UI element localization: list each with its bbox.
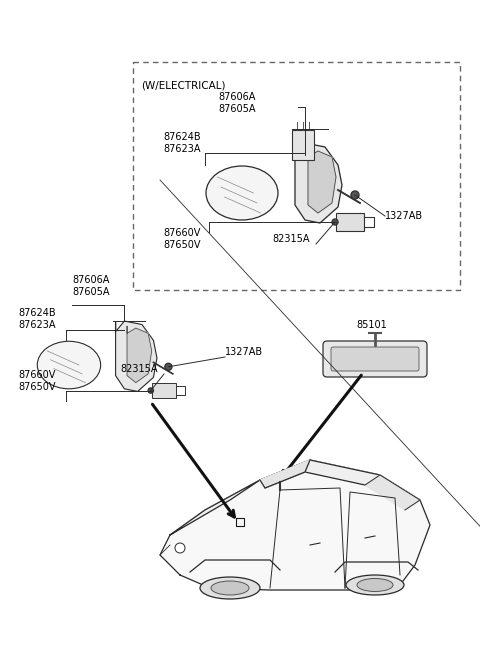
Polygon shape <box>260 460 310 488</box>
Text: 82315A: 82315A <box>272 234 310 244</box>
Circle shape <box>351 191 359 199</box>
Circle shape <box>332 219 338 225</box>
Circle shape <box>148 388 154 393</box>
Ellipse shape <box>37 341 101 389</box>
Text: 87650V: 87650V <box>163 240 201 250</box>
Text: 87624B: 87624B <box>163 132 201 142</box>
Polygon shape <box>260 460 420 500</box>
Polygon shape <box>116 321 157 392</box>
Bar <box>292 130 314 160</box>
Text: 87623A: 87623A <box>18 320 56 330</box>
Polygon shape <box>127 326 152 382</box>
Polygon shape <box>160 460 430 590</box>
Polygon shape <box>365 475 420 510</box>
Bar <box>336 213 364 231</box>
Text: 87660V: 87660V <box>163 228 200 238</box>
Text: 1327AB: 1327AB <box>225 347 263 357</box>
Bar <box>152 382 176 398</box>
Bar <box>133 62 460 290</box>
Circle shape <box>175 543 185 553</box>
Text: (W/ELECTRICAL): (W/ELECTRICAL) <box>141 80 226 90</box>
Text: 87606A: 87606A <box>72 275 109 285</box>
Polygon shape <box>295 143 342 223</box>
FancyBboxPatch shape <box>331 347 419 371</box>
FancyBboxPatch shape <box>323 341 427 377</box>
Ellipse shape <box>200 577 260 599</box>
Text: 87650V: 87650V <box>18 382 56 392</box>
Text: 87624B: 87624B <box>18 308 56 318</box>
Text: 87605A: 87605A <box>218 104 255 114</box>
Text: 87623A: 87623A <box>163 144 201 154</box>
Text: 87605A: 87605A <box>72 287 109 297</box>
Polygon shape <box>308 149 336 213</box>
Circle shape <box>165 363 172 371</box>
Ellipse shape <box>346 575 404 595</box>
Ellipse shape <box>211 581 249 595</box>
Text: 85101: 85101 <box>356 320 387 330</box>
Text: 82315A: 82315A <box>120 364 157 374</box>
Polygon shape <box>170 480 260 535</box>
Ellipse shape <box>357 579 393 592</box>
Text: 1327AB: 1327AB <box>385 211 423 221</box>
Ellipse shape <box>206 166 278 220</box>
Text: 87660V: 87660V <box>18 370 55 380</box>
Text: 87606A: 87606A <box>218 92 255 102</box>
